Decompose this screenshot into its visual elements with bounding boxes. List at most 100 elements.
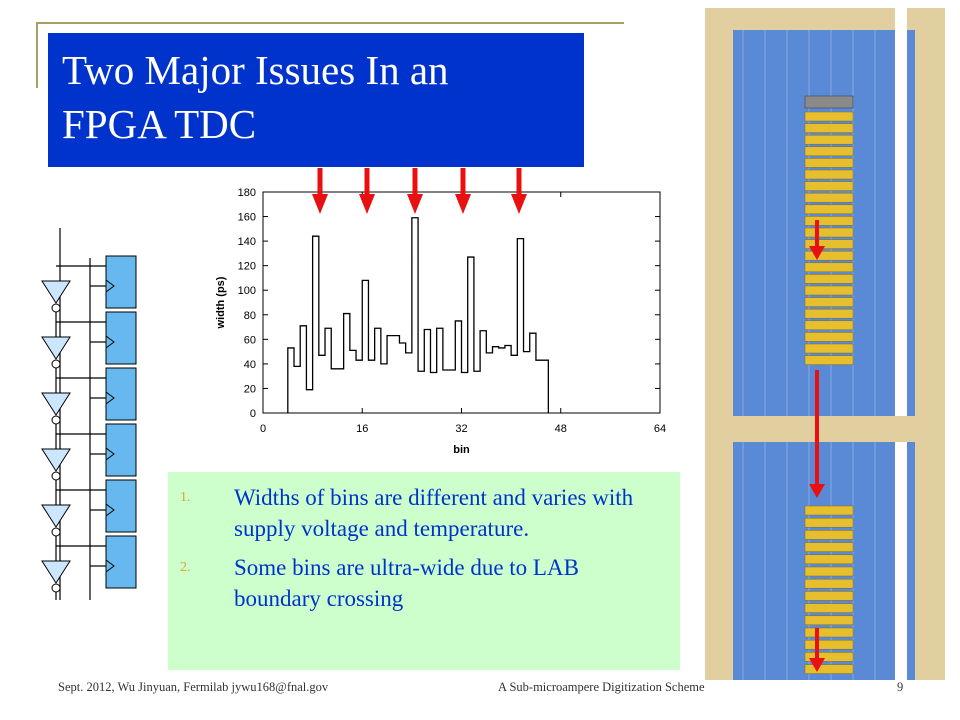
x-tick-label: 64 bbox=[654, 423, 666, 435]
inverter-symbol bbox=[41, 392, 71, 416]
clock-input-mark bbox=[105, 447, 115, 461]
chip-cell bbox=[804, 343, 854, 354]
chip-cell bbox=[804, 332, 854, 342]
x-tick-label: 16 bbox=[356, 423, 368, 435]
x-tick-label: 48 bbox=[555, 423, 567, 435]
red-arrow-head bbox=[809, 484, 825, 498]
issues-list: 1. Widths of bins are different and vari… bbox=[168, 472, 680, 670]
register-block bbox=[105, 479, 137, 533]
chip-cell bbox=[804, 181, 854, 191]
chip-cell bbox=[804, 274, 854, 284]
inverter-bubble bbox=[51, 583, 61, 593]
y-tick-label: 120 bbox=[238, 261, 256, 273]
red-arrow-head bbox=[511, 194, 527, 214]
chip-cell bbox=[804, 158, 854, 168]
chip-cell bbox=[804, 505, 854, 516]
chip-cell bbox=[804, 192, 854, 203]
clock-input-mark bbox=[105, 503, 115, 517]
y-tick-label: 140 bbox=[238, 236, 256, 248]
y-tick-label: 20 bbox=[244, 383, 256, 395]
chip-cell bbox=[804, 554, 854, 565]
footer-author: Sept. 2012, Wu Jinyuan, Fermilab jywu168… bbox=[58, 680, 329, 694]
chip-cell bbox=[804, 320, 854, 331]
title-bracket-top bbox=[36, 22, 624, 24]
chip-cell bbox=[804, 216, 854, 226]
inverter-bubble bbox=[51, 527, 61, 537]
fpga-floorplan-image bbox=[705, 8, 945, 680]
clock-input-mark bbox=[105, 391, 115, 405]
chip-cell bbox=[804, 297, 854, 307]
inverter-symbol bbox=[41, 560, 71, 584]
y-tick-label: 80 bbox=[244, 310, 256, 322]
list-text: Some bins are ultra-wide due to LAB boun… bbox=[234, 555, 579, 611]
list-item: 1. Widths of bins are different and vari… bbox=[180, 482, 668, 544]
chip-cell bbox=[804, 308, 854, 319]
chip-cell bbox=[804, 250, 854, 261]
slide-title-line-2: FPGA TDC bbox=[62, 101, 257, 147]
register-block bbox=[105, 367, 137, 421]
list-number: 1. bbox=[180, 490, 191, 505]
footer-page-number: 9 bbox=[897, 680, 904, 694]
y-tick-label: 40 bbox=[244, 359, 256, 371]
footer-talk-title: A Sub-microampere Digitization Scheme bbox=[498, 680, 705, 694]
chip-cell bbox=[804, 262, 854, 273]
chip-cell bbox=[804, 204, 854, 215]
chip-cell bbox=[804, 517, 854, 528]
inverter-bubble bbox=[51, 303, 61, 313]
slide-title-line-1: Two Major Issues In an bbox=[62, 47, 449, 93]
chip-cell bbox=[804, 111, 854, 122]
y-axis-label: width (ps) bbox=[215, 276, 227, 329]
title-bracket-left bbox=[36, 22, 38, 88]
chip-cell bbox=[804, 615, 854, 626]
clock-input-mark bbox=[105, 559, 115, 573]
chip-cell-header bbox=[804, 95, 854, 109]
chip-cell bbox=[804, 227, 854, 238]
chip-cell bbox=[804, 239, 854, 249]
red-arrow-head bbox=[809, 658, 825, 672]
chip-cell bbox=[804, 627, 854, 638]
list-number: 2. bbox=[180, 560, 191, 575]
chip-cell bbox=[804, 591, 854, 601]
chip-cell bbox=[804, 285, 854, 296]
x-tick-label: 0 bbox=[260, 423, 266, 435]
chip-cell bbox=[804, 652, 854, 662]
y-tick-label: 60 bbox=[244, 334, 256, 346]
register-block bbox=[105, 423, 137, 477]
y-tick-label: 100 bbox=[238, 285, 256, 297]
chip-cell bbox=[804, 566, 854, 577]
red-arrow-head bbox=[359, 194, 375, 214]
chip-cell bbox=[804, 639, 854, 650]
list-item: 2. Some bins are ultra-wide due to LAB b… bbox=[180, 552, 668, 614]
red-arrow-head bbox=[455, 194, 471, 214]
chip-cell bbox=[804, 664, 854, 674]
slide-title-box: Two Major Issues In an FPGA TDC bbox=[48, 33, 584, 167]
inverter-symbol bbox=[41, 448, 71, 472]
inverter-bubble bbox=[51, 471, 61, 481]
inverter-symbol bbox=[41, 504, 71, 528]
bin-width-chart: 0 20 40 60 80 100 120 140 160 180 0 16 32 48 64 bin widt… bbox=[215, 168, 666, 456]
y-tick-label: 0 bbox=[250, 408, 256, 420]
inverter-bubble bbox=[51, 359, 61, 369]
plot-frame bbox=[262, 191, 661, 414]
red-arrow-head bbox=[312, 194, 328, 214]
y-tick-label: 160 bbox=[238, 212, 256, 224]
chip-cell bbox=[804, 123, 854, 133]
clock-input-mark bbox=[105, 279, 115, 293]
clock-input-mark bbox=[105, 335, 115, 349]
register-block bbox=[105, 311, 137, 365]
chip-horizontal-band bbox=[705, 416, 945, 442]
x-tick-label: 32 bbox=[455, 423, 467, 435]
bin-width-series bbox=[287, 217, 549, 413]
x-axis-label: bin bbox=[453, 444, 470, 456]
chip-gap-stripe bbox=[895, 8, 907, 680]
chip-cell bbox=[804, 578, 854, 589]
register-block bbox=[105, 255, 137, 309]
inverter-symbol bbox=[41, 336, 71, 360]
y-tick-label: 180 bbox=[238, 187, 256, 199]
red-arrow-head bbox=[809, 246, 825, 260]
chip-cell bbox=[804, 530, 854, 540]
chip-cell bbox=[804, 134, 854, 145]
chip-cell bbox=[804, 146, 854, 157]
delay-line-schematic bbox=[41, 228, 137, 600]
chip-cell bbox=[804, 169, 854, 180]
